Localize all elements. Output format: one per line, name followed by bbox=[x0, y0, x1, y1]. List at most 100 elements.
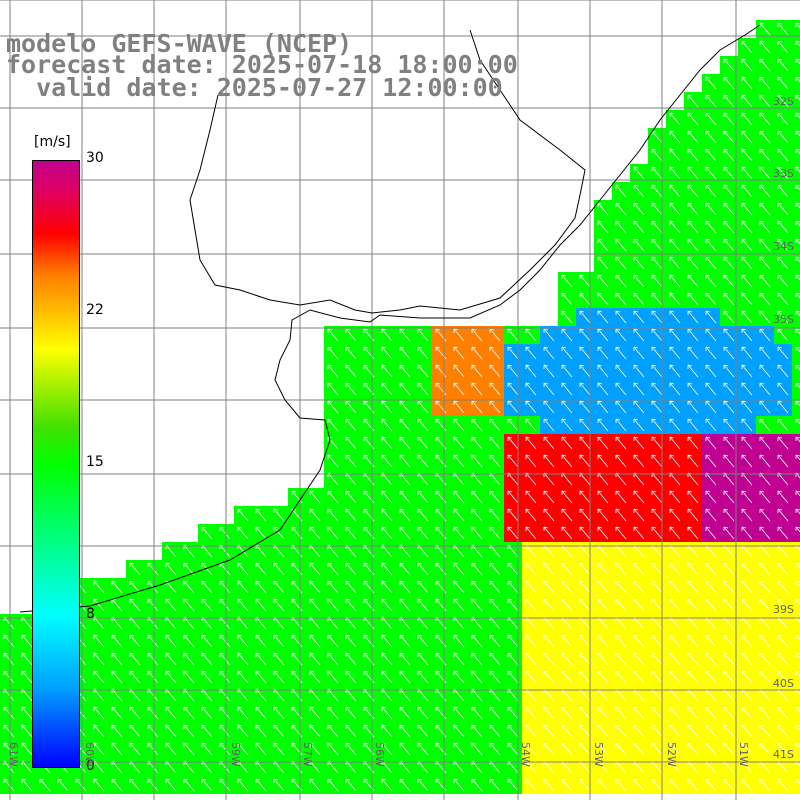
wind-arrow bbox=[669, 346, 681, 360]
wind-cell bbox=[792, 632, 800, 650]
wind-arrow bbox=[417, 706, 429, 720]
wind-arrow bbox=[21, 670, 33, 684]
wind-arrow bbox=[471, 706, 483, 720]
wind-arrow bbox=[741, 274, 753, 288]
wind-arrow bbox=[471, 778, 483, 792]
wind-arrow bbox=[417, 670, 429, 684]
wind-arrow bbox=[687, 202, 699, 216]
wind-cell bbox=[792, 344, 800, 362]
wind-arrow bbox=[147, 652, 159, 666]
wind-arrow bbox=[129, 706, 141, 720]
wind-arrow bbox=[453, 454, 465, 468]
wind-arrow bbox=[777, 40, 789, 54]
wind-arrow bbox=[561, 742, 573, 756]
wind-arrow bbox=[651, 580, 663, 594]
wind-arrow bbox=[453, 328, 465, 342]
wind-arrow bbox=[615, 454, 627, 468]
wind-arrow bbox=[345, 598, 357, 612]
wind-arrow bbox=[777, 706, 789, 720]
wind-arrow bbox=[687, 130, 699, 144]
wind-arrow bbox=[777, 724, 789, 738]
wind-arrow bbox=[201, 724, 213, 738]
wind-arrow bbox=[777, 148, 789, 162]
wind-arrow bbox=[705, 364, 717, 378]
wind-arrow bbox=[759, 310, 771, 324]
wind-arrow bbox=[615, 364, 627, 378]
wind-arrow bbox=[561, 274, 573, 288]
wind-arrow bbox=[669, 490, 681, 504]
wind-arrow bbox=[417, 598, 429, 612]
wind-arrow bbox=[741, 220, 753, 234]
wind-arrow bbox=[381, 328, 393, 342]
wind-arrow bbox=[417, 580, 429, 594]
wind-arrow bbox=[561, 346, 573, 360]
wind-arrow bbox=[633, 238, 645, 252]
wind-arrow bbox=[273, 562, 285, 576]
wind-arrow bbox=[381, 400, 393, 414]
lat-label: 33S bbox=[773, 167, 794, 180]
wind-arrow bbox=[381, 724, 393, 738]
wind-arrow bbox=[453, 634, 465, 648]
wind-arrow bbox=[759, 148, 771, 162]
wind-arrow bbox=[345, 634, 357, 648]
wind-arrow bbox=[39, 778, 51, 792]
wind-arrow bbox=[561, 508, 573, 522]
wind-arrow bbox=[777, 436, 789, 450]
wind-arrow bbox=[21, 652, 33, 666]
wind-arrow bbox=[741, 310, 753, 324]
wind-arrow bbox=[741, 346, 753, 360]
wind-arrow bbox=[453, 436, 465, 450]
wind-arrow bbox=[795, 76, 800, 83]
title-forecast-date: forecast date: 2025-07-18 18:00:00 bbox=[6, 50, 518, 79]
wind-arrow bbox=[489, 706, 501, 720]
wind-arrow bbox=[399, 490, 411, 504]
wind-arrow bbox=[795, 112, 800, 119]
wind-arrow bbox=[255, 580, 267, 594]
colorbar-tick-22: 22 bbox=[86, 302, 104, 318]
wind-arrow bbox=[651, 220, 663, 234]
wind-arrow bbox=[651, 256, 663, 270]
wind-arrow bbox=[651, 634, 663, 648]
wind-arrow bbox=[399, 364, 411, 378]
wind-arrow bbox=[93, 652, 105, 666]
wind-arrow bbox=[597, 508, 609, 522]
wind-arrow bbox=[687, 634, 699, 648]
wind-arrow bbox=[759, 706, 771, 720]
wind-arrow bbox=[183, 670, 195, 684]
wind-arrow bbox=[561, 526, 573, 540]
wind-arrow bbox=[705, 112, 717, 126]
wind-arrow bbox=[561, 652, 573, 666]
wind-arrow bbox=[759, 598, 771, 612]
wind-arrow bbox=[381, 562, 393, 576]
wind-arrow bbox=[165, 778, 177, 792]
wind-cell bbox=[792, 704, 800, 722]
wind-arrow bbox=[795, 382, 800, 389]
wind-arrow bbox=[201, 598, 213, 612]
wind-arrow bbox=[687, 490, 699, 504]
wind-arrow bbox=[687, 742, 699, 756]
wind-arrow bbox=[597, 346, 609, 360]
wind-arrow bbox=[147, 742, 159, 756]
wind-arrow bbox=[669, 436, 681, 450]
wind-arrow bbox=[777, 580, 789, 594]
wind-arrow bbox=[759, 166, 771, 180]
wind-arrow bbox=[651, 724, 663, 738]
wind-arrow bbox=[633, 526, 645, 540]
wind-arrow bbox=[489, 778, 501, 792]
wind-arrow bbox=[687, 94, 699, 108]
wind-arrow bbox=[147, 706, 159, 720]
wind-arrow bbox=[651, 670, 663, 684]
wind-arrow bbox=[579, 292, 591, 306]
wind-arrow bbox=[255, 508, 267, 522]
wind-arrow bbox=[399, 436, 411, 450]
wind-arrow bbox=[489, 598, 501, 612]
wind-arrow bbox=[705, 328, 717, 342]
wind-cell bbox=[792, 506, 800, 524]
wind-arrow bbox=[705, 508, 717, 522]
wind-arrow bbox=[615, 202, 627, 216]
wind-arrow bbox=[453, 508, 465, 522]
wind-arrow bbox=[597, 382, 609, 396]
wind-arrow bbox=[669, 364, 681, 378]
wind-arrow bbox=[489, 580, 501, 594]
wind-arrow bbox=[633, 454, 645, 468]
